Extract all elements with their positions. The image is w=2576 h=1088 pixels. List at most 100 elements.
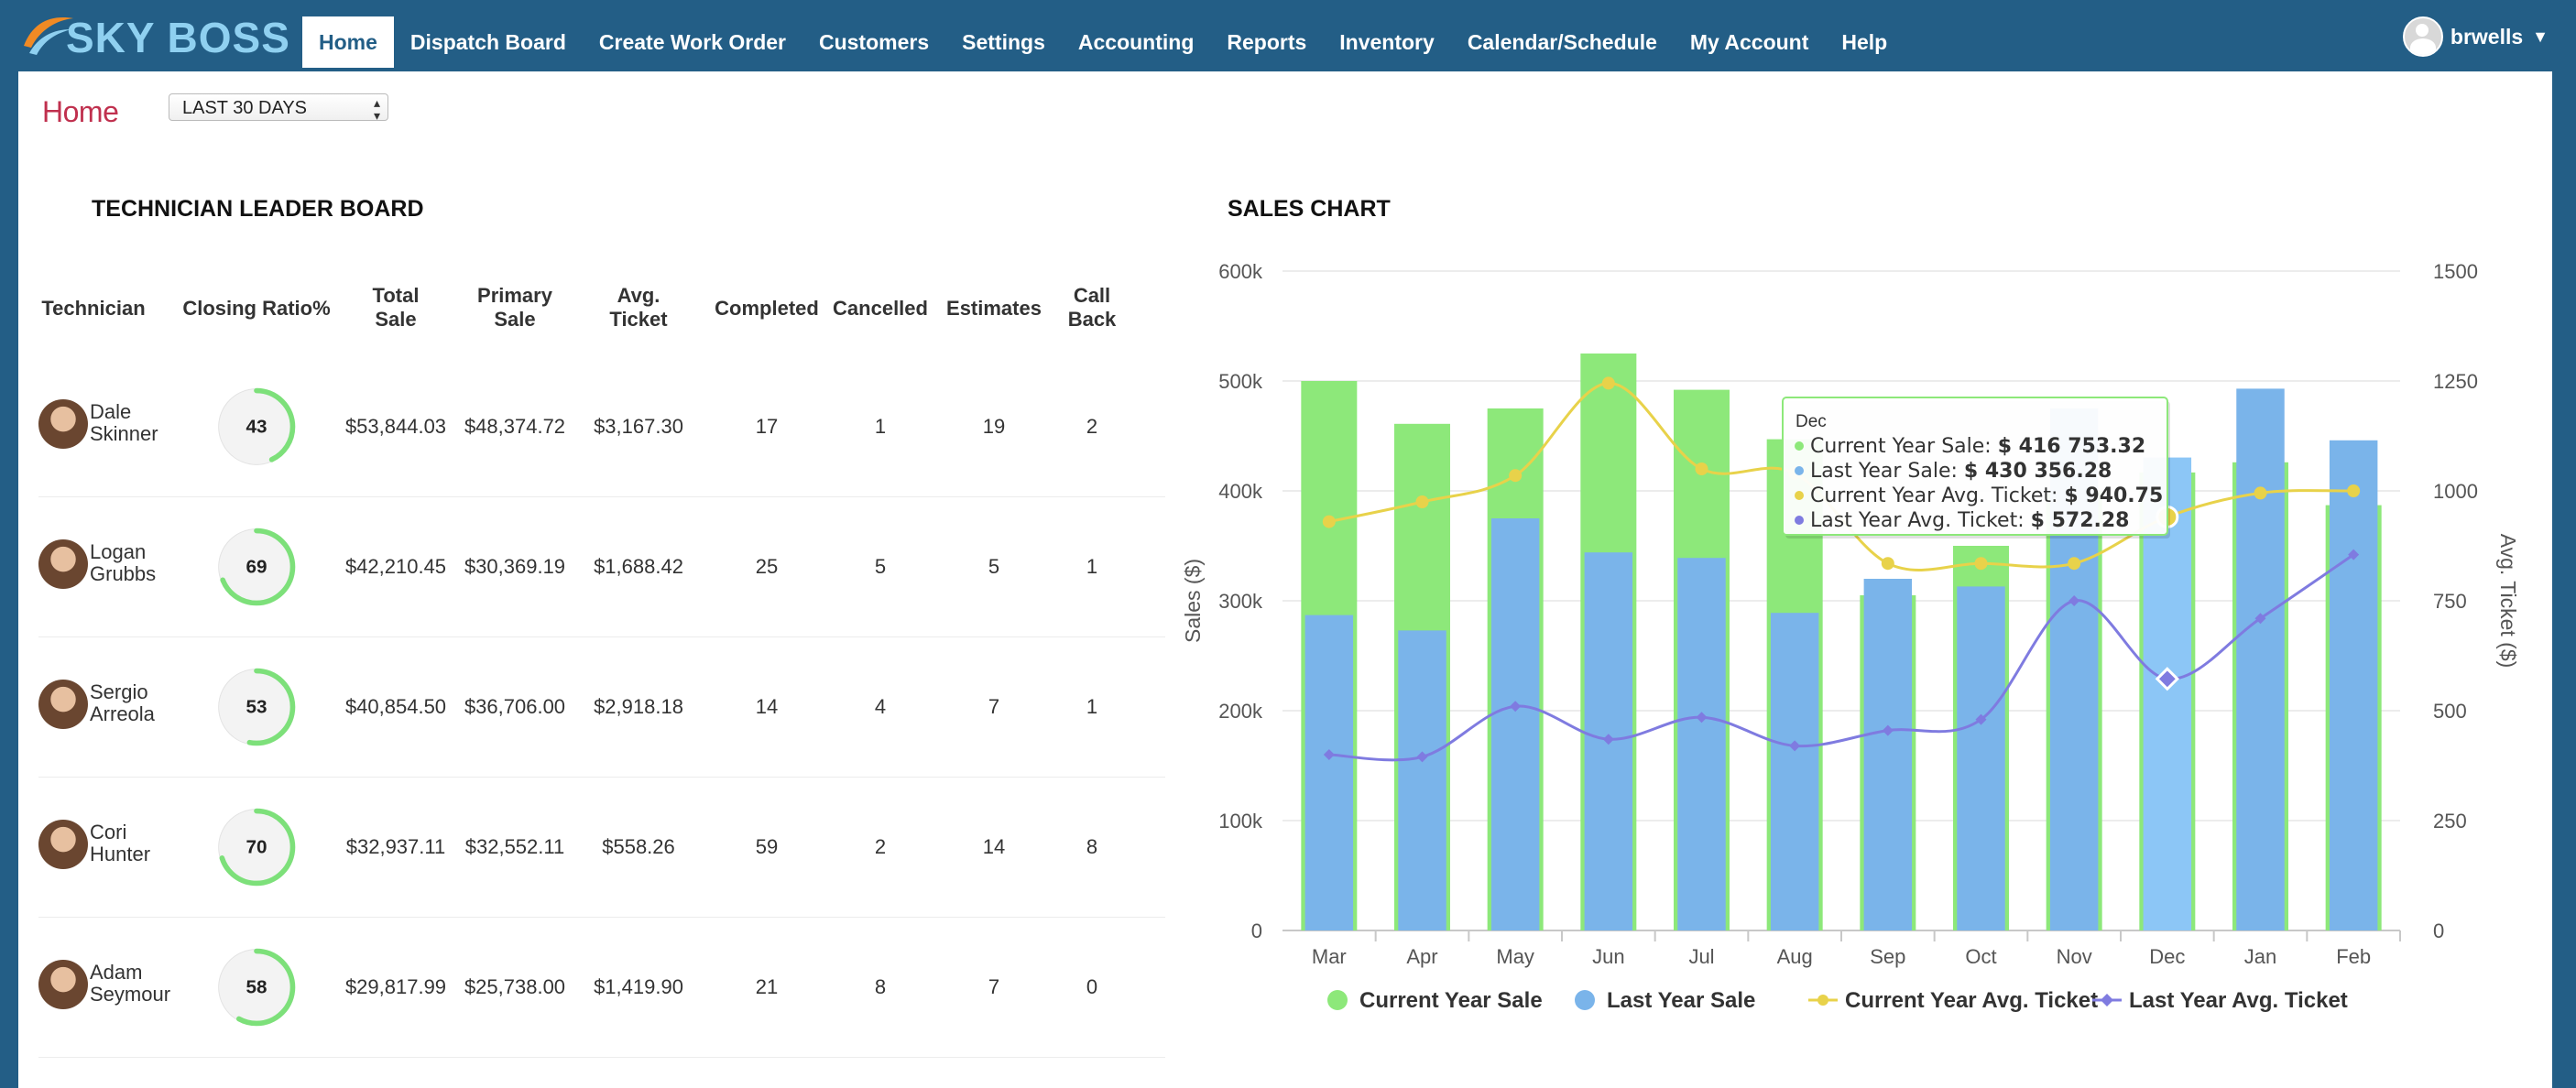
y-tick-label: 300k [1218,590,1263,613]
point-last-year-avg-ticket [2254,613,2266,625]
legend-marker [1327,990,1348,1010]
nav-item-calendar-schedule[interactable]: Calendar/Schedule [1467,30,1657,54]
primary-sale-cell: $36,706.00 [464,695,566,718]
col-header-total-sale: Total Sale [372,284,420,331]
col-header-technician: Technician [41,297,146,320]
technician-name: Logan Grubbs [90,541,156,585]
closing-ratio-gauge: 70 [217,808,296,887]
tooltip-series-dot [1795,516,1804,525]
technician-first-name: Logan [90,540,147,563]
user-name: brwells [2450,24,2524,49]
sales-chart: 0 100k 200k 300k 400k 500k 600k 0 250 500 750 1000 1… [1181,260,2520,1013]
primary-sale-cell: $48,374.72 [464,415,566,438]
nav-item-inventory[interactable]: Inventory [1339,30,1435,54]
y-tick-label: 600k [1218,260,1263,283]
point-last-year-avg-ticket [1882,724,1894,736]
nav-item-reports[interactable]: Reports [1227,30,1307,54]
leaderboard-row: Adam Seymour 58 $29,817.99 $25,738.00 $1,419.… [38,918,1165,1058]
nav-item-help[interactable]: Help [1841,30,1888,54]
technician-first-name: Sergio [90,680,148,703]
primary-sale-cell: $25,738.00 [464,975,566,998]
technician-name: Cori Hunter [90,821,150,865]
y-tick-label: 100k [1218,810,1263,832]
avg-ticket-cell: $1,688.42 [594,555,683,578]
col-header-cancelled: Cancelled [833,297,928,320]
nav-item-home[interactable]: Home [302,16,394,68]
cancelled-cell: 5 [874,555,887,578]
closing-ratio-gauge: 53 [217,668,296,746]
completed-cell: 14 [755,695,779,718]
closing-ratio-gauge: 69 [217,528,296,606]
top-navbar: SKY BOSS Home Dispatch Board Create Work O… [0,0,2576,71]
primary-sale-cell: $32,552.11 [464,835,565,858]
legend-label: Last Year Avg. Ticket [2129,988,2348,1013]
col-header-closing-ratio-: Closing Ratio% [182,297,331,320]
bar-last-year-sale [2329,440,2378,930]
call-back-cell: 0 [1086,975,1098,998]
logo-text: SKY BOSS [66,14,290,61]
x-tick-label: Jul [1688,945,1714,968]
cancelled-cell: 1 [874,415,887,438]
legend-label: Current Year Avg. Ticket [1845,988,2098,1013]
point-current-year-avg-ticket [2068,557,2081,571]
closing-ratio-cell: 70 [174,778,339,917]
x-tick-label: Aug [1777,945,1813,968]
tooltip-value: $ 416 753.32 [1998,435,2145,458]
estimates-cell: 5 [988,555,1000,578]
point-current-year-avg-ticket [1322,515,1336,528]
user-avatar-icon [2402,16,2443,57]
legend-label: Current Year Sale [1359,988,1543,1013]
nav-item-settings[interactable]: Settings [962,30,1045,54]
total-sale-cell: $32,937.11 [345,835,446,858]
select-arrows-icon: ▴ ▾ [373,95,380,123]
tooltip-label: Current Year Sale: [1810,435,1998,458]
nav-item-my-account[interactable]: My Account [1689,30,1809,54]
bar-last-year-sale [1304,615,1354,930]
y2-tick-label: 250 [2433,810,2467,832]
x-tick-label: Oct [1965,945,1996,968]
nav-item-create-work-order[interactable]: Create Work Order [598,30,786,54]
user-menu[interactable]: brwells ▼ [2402,16,2549,57]
avg-ticket-cell: $2,918.18 [594,695,683,718]
cancelled-cell: 2 [874,835,887,858]
leaderboard-body: Dale Skinner 43 $53,844.03 $48,374.72 $3,167.… [38,357,1165,1058]
nav-item-accounting[interactable]: Accounting [1077,30,1195,54]
nav-item-customers[interactable]: Customers [818,30,930,54]
technician-first-name: Cori [90,821,127,843]
leaderboard-header: Technician Closing Ratio% Total Sale Primar… [38,255,1165,357]
closing-ratio-cell: 58 [174,918,339,1057]
completed-cell: 25 [755,555,779,578]
main-nav: Home Dispatch Board Create Work Order Custo… [302,16,1904,68]
breadcrumb-home[interactable]: Home [42,95,119,128]
bar-last-year-sale [1770,613,1819,930]
technician-first-name: Adam [90,961,143,984]
tooltip-line: Last Year Sale: $ 430 356.28 [1810,460,2112,483]
tooltip-label: Current Year Avg. Ticket: [1810,484,2064,507]
date-range-select[interactable]: LAST 30 DAYS ▴ ▾ [169,93,388,123]
nav-item-dispatch-board[interactable]: Dispatch Board [409,30,566,54]
leaderboard-row: Sergio Arreola 53 $40,854.50 $36,706.00 $2,91… [38,637,1165,778]
technician-cell: Sergio Arreola [38,637,167,777]
tooltip-value: $ 430 356.28 [1964,460,2112,483]
bar-last-year-sale [1490,518,1540,930]
technician-last-name: Skinner [90,422,158,445]
leaderboard-row: Logan Grubbs 69 $42,210.45 $30,369.19 $1,688.… [38,497,1165,637]
closing-ratio-cell: 53 [174,637,339,777]
main-content: Home LAST 30 DAYS ▴ ▾ TECHNICIAN LEADER B… [18,71,2552,1088]
point-current-year-avg-ticket [1974,557,1988,571]
tooltip-value: $ 572.28 [2031,509,2130,532]
technician-first-name: Dale [90,400,132,423]
completed-cell: 59 [755,835,779,858]
chart-tooltip [1782,397,2168,536]
technician-last-name: Arreola [90,702,155,725]
point-last-year-avg-ticket [2068,595,2080,606]
point-last-year-avg-ticket [1416,751,1428,763]
point-last-year-avg-ticket [1696,712,1708,724]
call-back-cell: 2 [1086,415,1098,438]
legend-marker [2101,994,2113,1006]
col-header-completed: Completed [715,297,819,320]
y-tick-label: 0 [1251,919,1262,942]
sky-boss-logo[interactable]: SKY BOSS [20,9,295,62]
call-back-cell: 1 [1086,695,1098,718]
bar-last-year-sale [1398,630,1446,930]
